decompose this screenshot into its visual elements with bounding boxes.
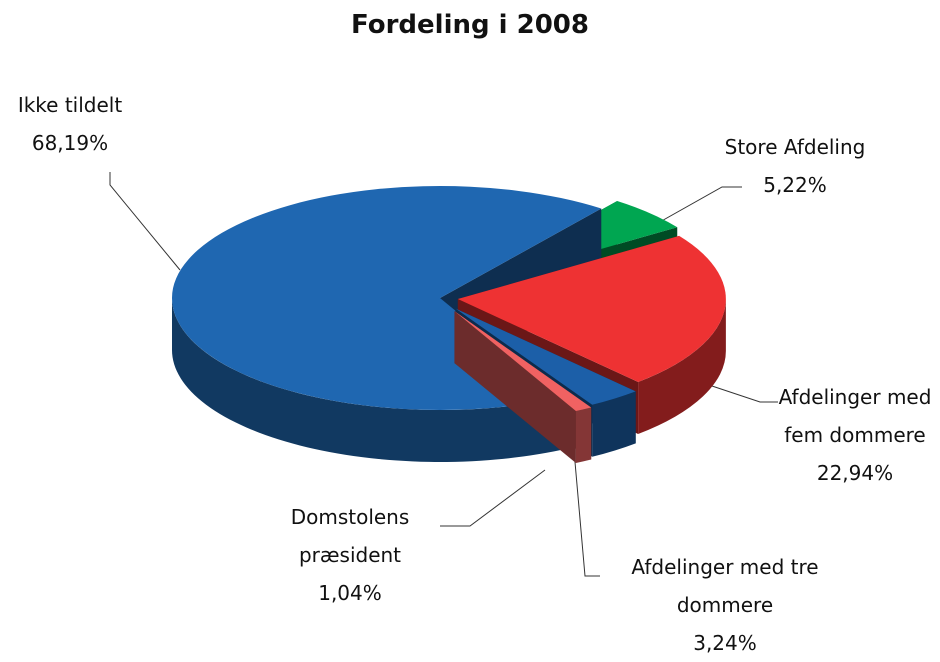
- pie-slice: [454, 311, 592, 463]
- chart-title: Fordeling i 2008: [351, 10, 589, 40]
- slice-cut-face: [454, 311, 576, 463]
- category-label: Domstolens præsident: [290, 505, 410, 567]
- category-label: Store Afdeling: [724, 135, 866, 159]
- slice-top: [457, 235, 726, 382]
- value-label: 5,22%: [763, 173, 827, 197]
- category-label: Afdelinger med tre dommere: [631, 555, 819, 617]
- leader-line: [109, 172, 181, 271]
- slice-top: [454, 311, 592, 411]
- value-label: 22,94%: [816, 461, 894, 485]
- slice-side: [638, 299, 726, 434]
- slice-label: Ikke tildelt 68,19%: [0, 86, 150, 162]
- slice-side: [592, 391, 636, 457]
- category-label: Ikke tildelt: [17, 93, 123, 117]
- leader-line: [641, 186, 742, 233]
- slice-label: Afdelinger med tre dommere 3,24%: [610, 548, 840, 662]
- leader-line: [574, 461, 600, 577]
- value-label: 68,19%: [31, 131, 109, 155]
- pie: [172, 186, 726, 463]
- slice-label: Domstolens præsident 1,04%: [270, 498, 430, 612]
- leader-line: [440, 469, 546, 527]
- slice-label: Afdelinger med fem dommere 22,94%: [760, 378, 940, 492]
- slice-side: [172, 298, 562, 462]
- slice-side: [575, 407, 592, 463]
- value-label: 3,24%: [693, 631, 757, 655]
- slice-top: [455, 308, 636, 405]
- category-label: Afdelinger med fem dommere: [778, 385, 932, 447]
- slice-label: Store Afdeling 5,22%: [715, 128, 875, 204]
- leader-line: [699, 381, 778, 403]
- value-label: 1,04%: [318, 581, 382, 605]
